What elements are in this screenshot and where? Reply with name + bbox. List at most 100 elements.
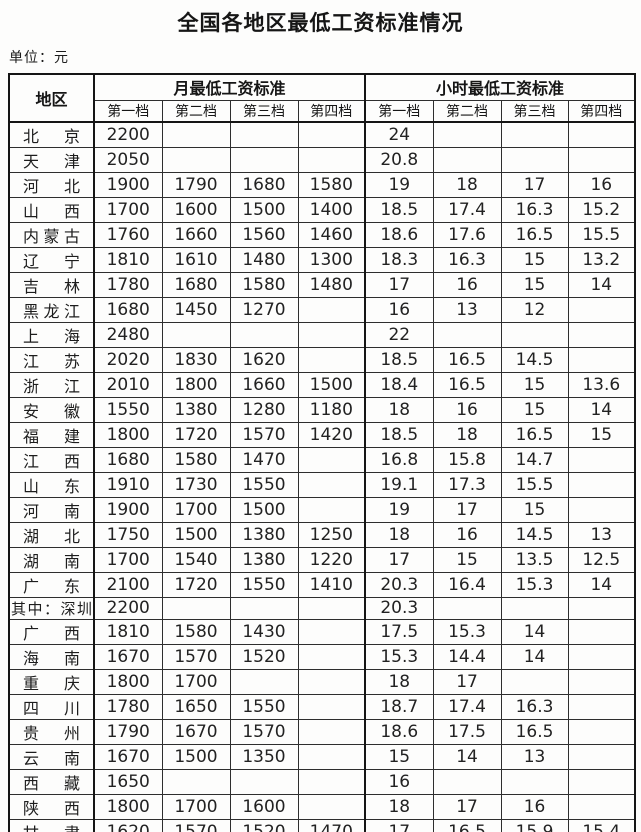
hourly-tier-2-cell: 15.8 [432, 446, 502, 473]
hourly-tier-3-cell: 16.5 [500, 718, 569, 745]
monthly-tier-1-cell: 2010 [93, 371, 163, 398]
hourly-tier-4-cell [567, 296, 636, 323]
table-row: 北京 2200 24 [8, 121, 636, 148]
monthly-tier-2-cell: 1700 [161, 496, 231, 523]
monthly-tier-1-cell: 1780 [93, 693, 163, 720]
hourly-tier-4-cell [567, 643, 636, 670]
monthly-tier-4-cell: 1300 [297, 246, 366, 273]
hourly-tier-1-cell: 18 [364, 521, 434, 548]
monthly-tier-2-cell: 1700 [161, 668, 231, 695]
hourly-tier-1-cell: 17 [364, 546, 434, 573]
region-cell: 黑龙江 [8, 296, 95, 323]
region-cell: 河南 [8, 496, 95, 523]
hourly-tier-1-cell: 17 [364, 818, 434, 832]
monthly-tier-2-header: 第二档 [161, 99, 231, 123]
monthly-tier-1-cell: 2480 [93, 321, 163, 348]
monthly-tier-1-cell: 1550 [93, 396, 163, 423]
monthly-tier-4-cell [297, 693, 366, 720]
hourly-tier-3-cell: 16.5 [500, 421, 569, 448]
hourly-tier-1-cell: 18.6 [364, 718, 434, 745]
hourly-wage-group-header: 小时最低工资标准 [364, 73, 636, 101]
monthly-tier-3-cell [229, 668, 299, 695]
monthly-tier-2-cell: 1680 [161, 271, 231, 298]
hourly-tier-1-cell: 18.5 [364, 346, 434, 373]
hourly-tier-2-cell: 17.6 [432, 221, 502, 248]
hourly-tier-4-cell: 15.5 [567, 221, 636, 248]
hourly-tier-2-cell: 17 [432, 496, 502, 523]
hourly-tier-4-cell [567, 146, 636, 173]
hourly-tier-2-cell [432, 596, 502, 620]
monthly-tier-1-cell: 1670 [93, 743, 163, 770]
hourly-tier-2-cell: 16.5 [432, 818, 502, 832]
hourly-tier-4-cell [567, 446, 636, 473]
monthly-tier-2-cell [161, 321, 231, 348]
hourly-tier-3-cell: 17 [500, 171, 569, 198]
hourly-tier-4-cell [567, 496, 636, 523]
table-row: 黑龙江 1680 1450 1270 16 13 12 [8, 296, 636, 323]
page-title: 全国各地区最低工资标准情况 [177, 12, 464, 35]
region-cell: 四川 [8, 693, 95, 720]
hourly-tier-4-cell [567, 471, 636, 498]
monthly-tier-1-cell: 1900 [93, 171, 163, 198]
monthly-tier-3-cell: 1580 [229, 271, 299, 298]
table-row: 山东 1910 1730 1550 19.1 17.3 15.5 [8, 471, 636, 498]
hourly-tier-4-cell: 13.2 [567, 246, 636, 273]
monthly-tier-1-cell: 1900 [93, 496, 163, 523]
monthly-tier-4-cell [297, 668, 366, 695]
table-row: 重庆 1800 1700 18 17 [8, 668, 636, 695]
monthly-tier-3-cell: 1570 [229, 421, 299, 448]
hourly-tier-2-cell: 17 [432, 793, 502, 820]
hourly-tier-4-cell: 13.6 [567, 371, 636, 398]
monthly-tier-1-cell: 1810 [93, 618, 163, 645]
hourly-tier-2-header: 第二档 [432, 99, 502, 123]
monthly-tier-4-cell [297, 321, 366, 348]
region-cell: 重庆 [8, 668, 95, 695]
hourly-tier-1-cell: 17 [364, 271, 434, 298]
hourly-tier-1-cell: 24 [364, 121, 434, 148]
table-row: 广西 1810 1580 1430 17.5 15.3 14 [8, 618, 636, 645]
hourly-tier-1-cell: 18.5 [364, 421, 434, 448]
hourly-tier-3-cell: 16.3 [500, 693, 569, 720]
monthly-tier-4-cell [297, 768, 366, 795]
hourly-tier-1-cell: 17.5 [364, 618, 434, 645]
hourly-tier-4-cell: 15 [567, 421, 636, 448]
monthly-tier-4-cell: 1180 [297, 396, 366, 423]
hourly-tier-2-cell: 15.3 [432, 618, 502, 645]
table-row: 上海 2480 22 [8, 321, 636, 348]
hourly-tier-1-cell: 20.3 [364, 571, 434, 598]
monthly-tier-4-cell: 1470 [297, 818, 366, 832]
hourly-tier-1-cell: 16 [364, 768, 434, 795]
hourly-tier-3-cell: 15 [500, 371, 569, 398]
hourly-tier-2-cell: 16.3 [432, 246, 502, 273]
monthly-wage-group-header: 月最低工资标准 [93, 73, 366, 101]
hourly-tier-2-cell: 14.4 [432, 643, 502, 670]
table-row: 广东 2100 1720 1550 1410 20.3 16.4 15.3 14 [8, 571, 636, 598]
hourly-tier-3-cell [500, 768, 569, 795]
hourly-tier-4-cell [567, 596, 636, 620]
hourly-tier-3-cell: 14.7 [500, 446, 569, 473]
monthly-tier-3-cell: 1550 [229, 693, 299, 720]
monthly-tier-1-cell: 1810 [93, 246, 163, 273]
table-row: 吉林 1780 1680 1580 1480 17 16 15 14 [8, 271, 636, 298]
monthly-tier-1-cell: 2050 [93, 146, 163, 173]
hourly-tier-1-cell: 15 [364, 743, 434, 770]
hourly-tier-3-cell: 16.3 [500, 196, 569, 223]
minimum-wage-table: 地区 月最低工资标准 小时最低工资标准 第一档 第二档 第三档 第四档 第一档 … [8, 73, 637, 832]
monthly-tier-1-cell: 1750 [93, 521, 163, 548]
hourly-tier-2-cell: 16 [432, 271, 502, 298]
region-cell: 内蒙古 [8, 221, 95, 248]
monthly-tier-3-cell: 1280 [229, 396, 299, 423]
monthly-tier-2-cell: 1380 [161, 396, 231, 423]
monthly-tier-3-cell: 1500 [229, 196, 299, 223]
hourly-tier-1-cell: 15.3 [364, 643, 434, 670]
region-column-header: 地区 [8, 73, 95, 123]
hourly-tier-4-cell [567, 743, 636, 770]
hourly-tier-2-cell: 17.3 [432, 471, 502, 498]
hourly-tier-4-cell [567, 768, 636, 795]
hourly-tier-1-cell: 18.7 [364, 693, 434, 720]
monthly-tier-1-cell: 1650 [93, 768, 163, 795]
monthly-tier-1-cell: 1800 [93, 668, 163, 695]
region-cell: 湖南 [8, 546, 95, 573]
hourly-tier-3-cell: 14 [500, 618, 569, 645]
region-cell: 江西 [8, 446, 95, 473]
